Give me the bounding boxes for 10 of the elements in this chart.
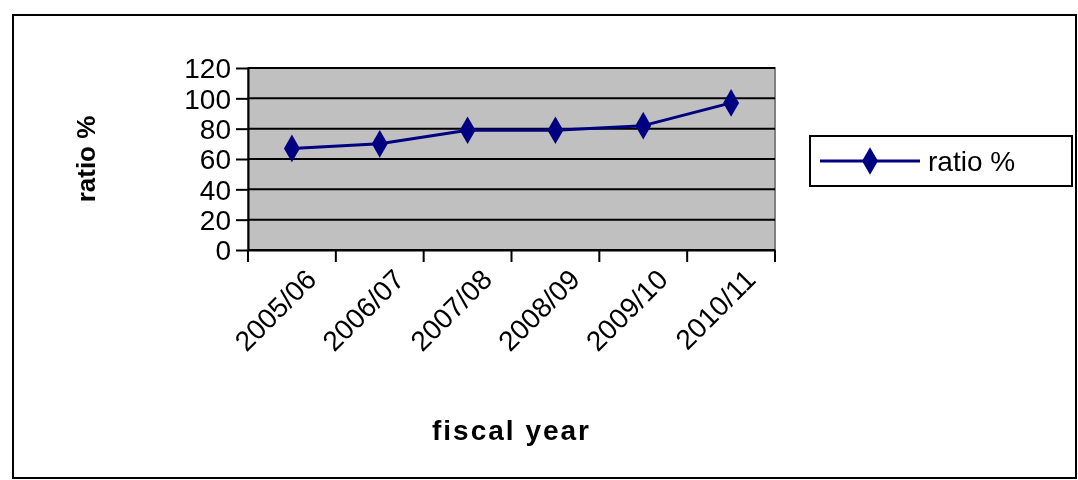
y-tick-label: 40 — [199, 174, 231, 206]
y-tick-label: 120 — [184, 53, 231, 85]
y-axis-title: ratio % — [71, 115, 101, 203]
y-tick-label: 100 — [184, 83, 231, 115]
y-tick-label: 20 — [199, 204, 231, 236]
y-tick-label: 80 — [199, 113, 231, 145]
legend-label: ratio % — [928, 145, 1016, 177]
y-tick-label: 0 — [215, 235, 231, 267]
y-tick-label: 60 — [199, 144, 231, 176]
x-axis-title: fiscal year — [432, 415, 591, 446]
